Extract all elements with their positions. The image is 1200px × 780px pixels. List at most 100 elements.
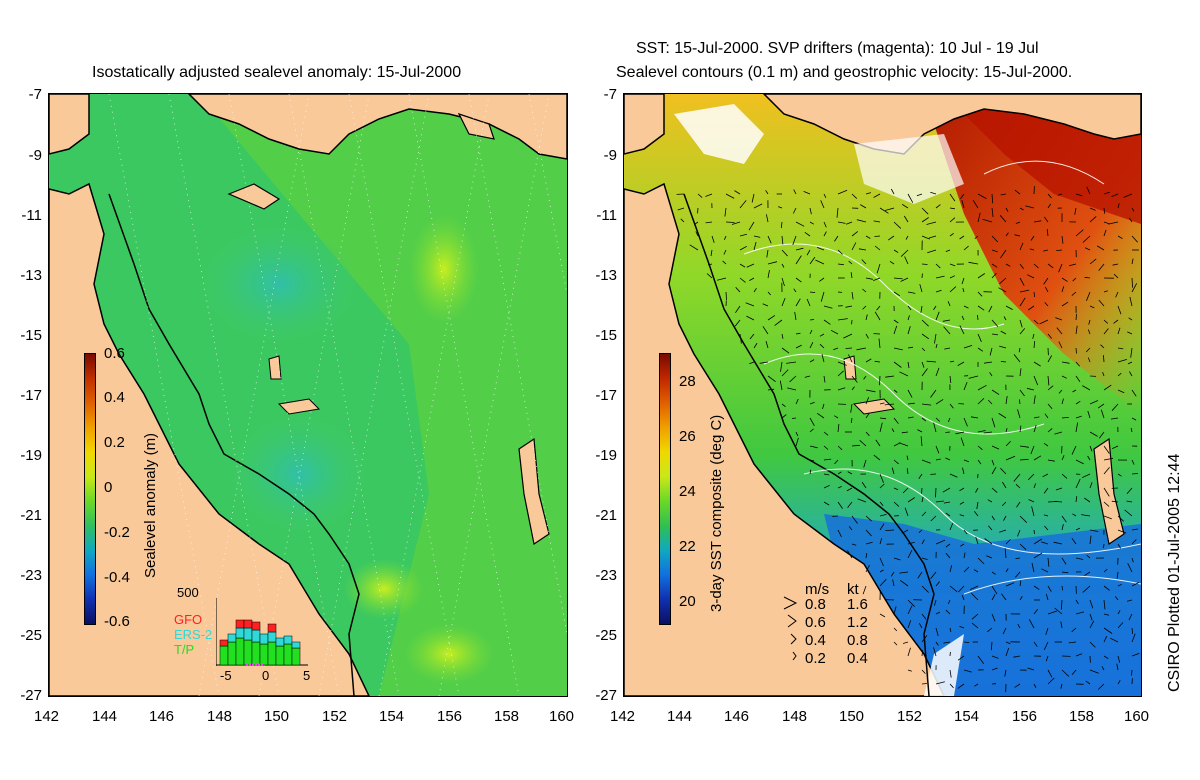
velocity-arrow [734,190,741,195]
velocity-arrow [963,459,970,463]
velocity-arrow [991,333,999,336]
velocity-arrow [1089,599,1094,609]
velocity-arrow [735,305,741,314]
right-ytick-7: -21 [595,507,617,524]
velocity-arrow [1004,548,1007,559]
velocity-arrow [705,221,713,224]
velocity-arrow [806,298,811,307]
velocity-arrow [1054,501,1063,503]
velocity-arrow [823,458,832,461]
velocity-arrow [930,571,937,579]
velocity-arrow [1033,483,1036,489]
left-xtick-6: 154 [379,708,405,725]
velocity-arrow [862,585,867,595]
velocity-arrow [1026,387,1035,391]
velocity-arrow [972,199,979,209]
velocity-arrow [1019,328,1026,335]
legend-tp: T/P [174,642,195,657]
velocity-arrow [976,501,979,510]
velocity-arrow [1082,235,1091,243]
right-ytick-4: -15 [595,327,617,344]
velocity-arrow [874,235,881,237]
velocity-arrow [1131,207,1135,212]
velocity-arrow [1117,543,1121,549]
velocity-arrow [1103,328,1109,335]
velocity-arrow [930,389,937,398]
velocity-arrow [1127,361,1133,365]
velocity-arrow [753,235,761,238]
velocity-arrow [991,459,995,466]
velocity-arrow [809,417,815,426]
velocity-arrow [1098,431,1105,439]
velocity-arrow [916,193,923,197]
velocity-arrow [1044,525,1049,531]
velocity-arrow [899,571,909,574]
velocity-arrow [697,207,699,214]
velocity-arrow [935,263,941,269]
velocity-arrow [1054,607,1063,615]
velocity-arrow [907,305,912,311]
velocity-arrow [1098,299,1105,307]
velocity-arrow [762,303,769,307]
right-ytick-0: -7 [603,86,617,103]
velocity-arrow [893,319,899,324]
velocity-arrow [753,287,757,293]
velocity-arrow [1103,627,1113,634]
velocity-arrow [830,329,839,335]
velocity-arrow [921,669,926,674]
velocity-arrow [1033,424,1037,433]
right-ytick-10: -27 [595,687,617,704]
velocity-arrow [1089,641,1096,648]
sst-map-canvas [624,94,1141,696]
velocity-arrow [1117,473,1122,477]
velocity-arrow [1089,482,1093,489]
velocity-arrow [1128,217,1133,223]
right-ytick-5: -17 [595,387,617,404]
velocity-arrow [1042,473,1049,478]
velocity-arrow [1033,319,1039,325]
velocity-arrow [879,207,889,214]
velocity-arrow [823,445,829,450]
velocity-arrow [873,193,881,198]
velocity-arrow [1085,347,1091,353]
velocity-arrow [959,543,965,547]
velocity-arrow [977,291,983,297]
velocity-arrow [1028,473,1035,481]
velocity-arrow [975,487,979,493]
velocity-arrow [1089,535,1092,545]
velocity-arrow [879,375,881,386]
velocity-arrow [1117,584,1122,587]
velocity-arrow [899,579,909,587]
velocity-arrow [1058,389,1063,394]
left-ytick-8: -23 [20,567,42,584]
velocity-arrow [907,361,910,369]
velocity-arrow [1003,515,1007,521]
histogram-xtick-2: 5 [303,668,311,683]
velocity-arrow [1005,582,1015,587]
velocity-arrow [934,599,937,606]
left-xtick-3: 148 [207,708,233,725]
velocity-arrow [1004,669,1007,677]
velocity-arrow [1126,599,1133,602]
velocity-arrow [1047,333,1053,339]
velocity-arrow [1131,283,1138,293]
velocity-arrow [988,305,993,313]
velocity-arrow [901,529,909,534]
velocity-arrow [1131,389,1137,397]
histogram-xtick-0: -5 [220,668,232,683]
velocity-arrow [1033,220,1042,223]
velocity-arrow [1044,413,1049,419]
left-ytick-3: -13 [20,267,42,284]
velocity-arrow [921,539,925,545]
velocity-arrow [1123,193,1133,198]
velocity-arrow [933,305,937,311]
velocity-arrow [1033,361,1041,367]
velocity-arrow [907,647,911,657]
velocity-arrow [1084,276,1091,279]
velocity-arrow [963,552,966,559]
velocity-arrow [1087,329,1091,335]
velocity-arrow [900,277,909,282]
velocity-arrow [988,399,993,405]
velocity-arrow [963,381,968,391]
velocity-arrow [901,431,909,434]
